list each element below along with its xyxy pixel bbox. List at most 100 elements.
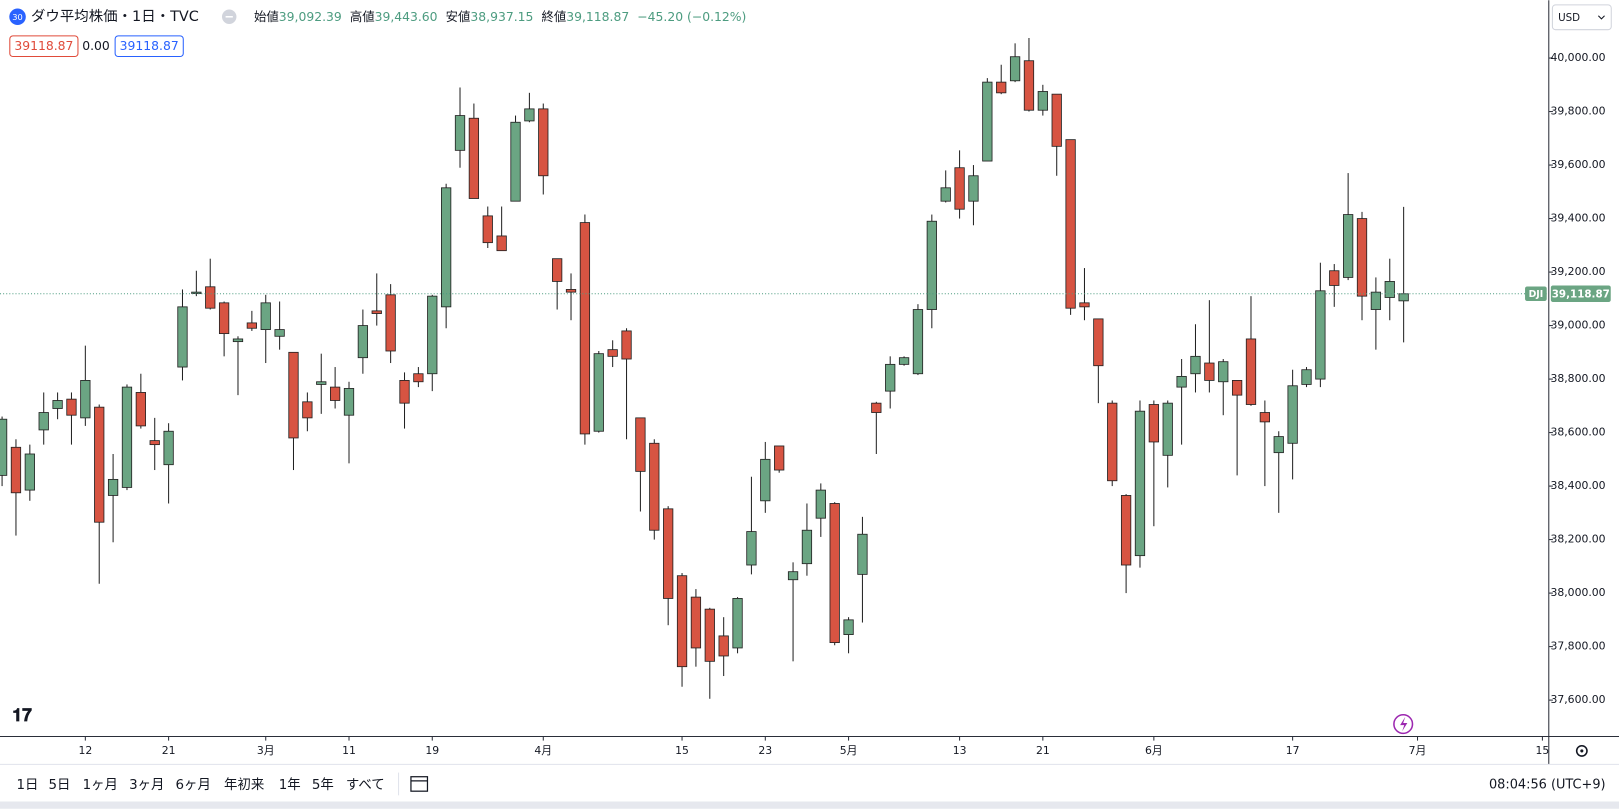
candle-body [413, 373, 424, 383]
candle-body [940, 187, 951, 202]
candle-body [746, 531, 757, 566]
candle-body [441, 187, 452, 308]
candle-body [191, 291, 202, 294]
x-tick-label: 7月 [1409, 744, 1427, 757]
buy-price[interactable]: 39118.87 [120, 38, 179, 53]
candle-body [371, 310, 382, 314]
symbol-badge [9, 8, 26, 26]
range-bar: 1日 5日 1ヶ月 3ヶ月 6ヶ月 年初来 1年 5年 すべて [17, 777, 385, 793]
candle-body [316, 381, 327, 385]
range-button[interactable]: 6ヶ月 [176, 778, 211, 793]
candle-body [385, 294, 396, 352]
candle-body [66, 398, 77, 416]
x-tick-label: 6月 [1145, 744, 1163, 757]
candle-body [274, 329, 285, 337]
candle-body [107, 478, 119, 496]
candle-body [1315, 290, 1326, 380]
candle-body [177, 306, 188, 368]
range-button[interactable]: 1ヶ月 [83, 778, 118, 793]
range-button[interactable]: 1日 [17, 778, 39, 793]
range-button[interactable]: 5年 [312, 777, 334, 793]
symbol-title[interactable]: ダウ平均株価・1日・TVC [31, 8, 199, 25]
last-price-box [1550, 285, 1611, 303]
candle-body [1134, 410, 1146, 557]
candle-body [621, 330, 632, 360]
candle-body [357, 325, 369, 359]
candle-body [399, 380, 410, 404]
sell-box[interactable] [9, 35, 79, 58]
candle-body [843, 619, 854, 635]
candle-body [1093, 318, 1104, 367]
x-tick-label: 12 [78, 744, 92, 757]
x-tick-label: 3月 [257, 744, 275, 757]
x-tick-label: 23 [758, 744, 772, 757]
symbol-tag: DJI [1529, 289, 1544, 300]
candle-body [496, 235, 507, 252]
candle-body [10, 446, 22, 494]
range-button[interactable]: 3ヶ月 [129, 778, 164, 793]
candle-body [163, 430, 174, 466]
range-button[interactable]: 年初来 [224, 777, 264, 793]
candle-body [1384, 281, 1395, 298]
settings-icon[interactable] [1575, 744, 1588, 757]
candle-body [288, 351, 299, 439]
sell-price[interactable]: 39118.87 [14, 38, 73, 53]
candle-body [329, 386, 341, 401]
open-value: 39,092.39 [279, 8, 342, 23]
candle-body [94, 406, 105, 523]
y-tick-label: 38,800.00 [1550, 372, 1605, 385]
candle-body [1245, 338, 1257, 405]
candle-body [24, 453, 35, 491]
candle-body [829, 503, 840, 644]
candle-body [524, 108, 535, 122]
candle-body [1231, 380, 1243, 396]
x-tick-label: 13 [953, 744, 967, 757]
buy-box[interactable] [114, 35, 184, 58]
date-range-icon[interactable] [410, 776, 429, 792]
x-tick-label: 21 [162, 744, 176, 757]
tv-logo[interactable]: 𝟏𝟕 [12, 706, 32, 726]
candle-body [1037, 91, 1048, 111]
candle-body [593, 353, 604, 432]
range-button[interactable]: 1年 [279, 777, 301, 793]
candle-body [732, 598, 743, 649]
candle-body [1218, 361, 1229, 383]
candle-body [454, 115, 466, 151]
symbol-tag-box [1525, 286, 1547, 302]
candle-body [0, 418, 8, 476]
spread: 0.00 [82, 38, 110, 53]
y-tick-label: 38,200.00 [1550, 533, 1605, 546]
y-tick-label: 39,400.00 [1550, 212, 1605, 225]
range-button[interactable]: すべて [346, 777, 385, 793]
badge-text: 30 [12, 12, 23, 22]
candle-body [1287, 385, 1298, 444]
candle-body [1204, 362, 1215, 381]
x-tick-label: 15 [675, 744, 689, 757]
ohlc-legend: 始値39,092.39 高値39,443.60 安値38,937.15 終値39… [254, 8, 746, 23]
currency[interactable]: USD [1558, 12, 1580, 24]
candle-body [1051, 93, 1062, 147]
dropdown-caret [1597, 15, 1605, 20]
alert-icon[interactable] [1393, 713, 1414, 735]
candle-body [135, 392, 146, 427]
candle-body [218, 302, 230, 335]
range-button[interactable]: 5日 [49, 778, 71, 793]
y-tick-label: 39,600.00 [1550, 158, 1605, 171]
y-tick-label: 39,200.00 [1550, 265, 1605, 278]
candle-body [246, 322, 257, 329]
candle-body [468, 117, 480, 199]
candle-body [302, 401, 313, 419]
candle-body [857, 533, 868, 575]
candle-body [982, 81, 993, 162]
currency-select[interactable] [1551, 4, 1612, 31]
candle-body [815, 489, 826, 519]
clock[interactable]: 08:04:56 (UTC+9) [1489, 777, 1606, 792]
candle-body [1190, 355, 1201, 375]
candle-body [926, 220, 937, 310]
x-tick-label: 4月 [534, 744, 552, 757]
candle-body [121, 386, 133, 488]
candle-body [885, 363, 896, 392]
candle-body [1273, 436, 1284, 454]
x-tick-label: 19 [425, 744, 439, 757]
